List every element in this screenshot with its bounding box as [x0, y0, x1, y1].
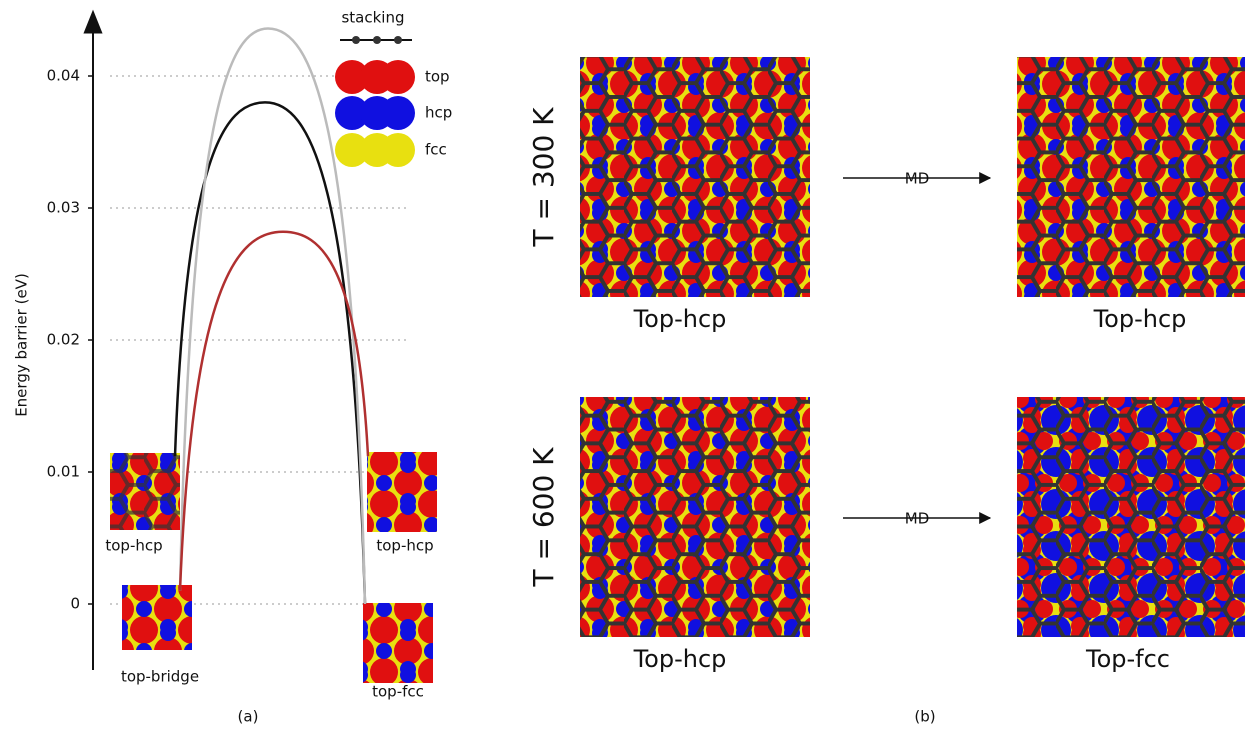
energy-curve — [173, 101, 367, 605]
insets: top-hcp top-bridge top-hcp top-fcc — [105, 452, 437, 701]
legend-symbol — [352, 36, 360, 44]
image-label: Top-hcp — [633, 645, 727, 673]
image-label: Top-hcp — [633, 305, 727, 333]
image-label: Top-fcc — [1085, 645, 1170, 673]
inset-image — [367, 452, 437, 532]
y-tick-label: 0.04 — [47, 67, 80, 85]
inset-label: top-hcp — [105, 537, 162, 555]
temperature-label: T = 600 K — [527, 447, 560, 588]
legend-title: stacking — [341, 9, 404, 27]
legend-symbol — [373, 36, 381, 44]
y-axis-label: Energy barrier (eV) — [13, 273, 31, 417]
panel-label: (b) — [914, 708, 935, 726]
panel-b: T = 300 K T = 600 K MD MD Top-hcp Top-hc… — [527, 57, 1245, 726]
legend-symbol — [394, 36, 402, 44]
curves — [173, 27, 370, 605]
inset-label: top-bridge — [121, 668, 199, 686]
y-tick-label: 0.02 — [47, 331, 80, 349]
arrow-label: MD — [905, 510, 930, 528]
legend-symbol — [335, 60, 415, 167]
inset-label: top-hcp — [376, 537, 433, 555]
inset-image — [122, 585, 192, 650]
ticks: 0 0.01 0.02 0.03 0.04 — [47, 67, 410, 613]
inset-image — [363, 603, 433, 683]
y-tick-label: 0.01 — [47, 463, 80, 481]
legend-label: top — [425, 68, 450, 86]
energy-curve — [178, 27, 367, 605]
legend: stacking top hcp fcc — [335, 9, 452, 167]
md-image — [1017, 397, 1245, 637]
y-tick-label: 0.03 — [47, 199, 80, 217]
md-image — [580, 57, 810, 297]
legend-label: fcc — [425, 141, 447, 159]
md-image — [1017, 57, 1245, 297]
temperature-label: T = 300 K — [527, 107, 560, 248]
arrow-label: MD — [905, 170, 930, 188]
md-image — [580, 397, 810, 637]
energy-curve — [178, 230, 370, 591]
inset-image — [110, 453, 180, 530]
legend-label: hcp — [425, 104, 452, 122]
y-tick-label: 0 — [70, 595, 80, 613]
panel-label: (a) — [238, 708, 259, 726]
image-label: Top-hcp — [1093, 305, 1187, 333]
inset-label: top-fcc — [372, 683, 424, 701]
